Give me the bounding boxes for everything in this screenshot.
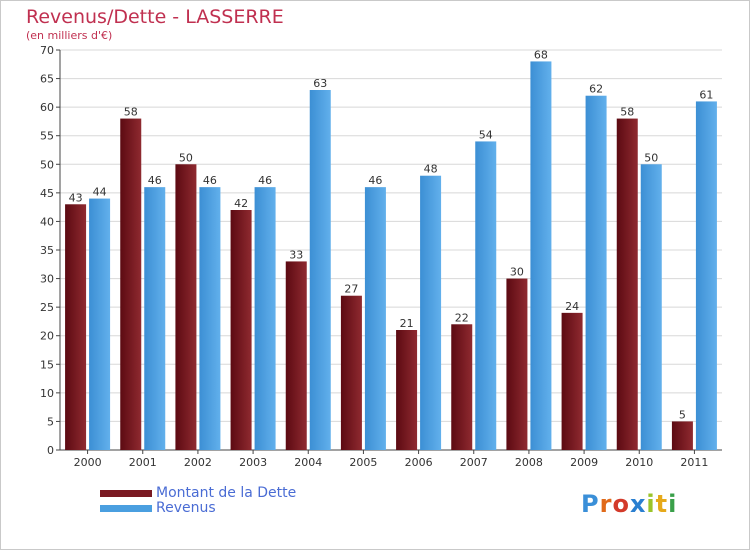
data-label: 50	[644, 151, 658, 164]
bar-revenus	[695, 101, 717, 450]
data-label: 5	[679, 408, 686, 421]
x-tick-label: 2011	[680, 456, 708, 469]
data-label: 68	[534, 48, 548, 61]
logo-letter: x	[629, 490, 647, 518]
chart-title: Revenus/Dette - LASSERRE	[26, 6, 284, 28]
y-tick-label: 5	[47, 415, 54, 428]
y-tick-label: 40	[40, 215, 54, 228]
bar-dette	[285, 261, 307, 450]
bar-revenus	[420, 175, 442, 450]
logo-letter: r	[599, 490, 613, 518]
bar-revenus	[364, 187, 386, 450]
y-tick-label: 45	[40, 187, 54, 200]
x-tick-label: 2002	[184, 456, 212, 469]
bar-dette	[340, 295, 362, 450]
legend-label-dette: Montant de la Dette	[156, 485, 297, 501]
bar-dette	[451, 324, 473, 450]
logo-letter: o	[612, 490, 630, 518]
y-tick-label: 70	[40, 44, 54, 57]
y-tick-label: 55	[40, 130, 54, 143]
x-tick-label: 2009	[570, 456, 598, 469]
data-label: 58	[620, 106, 634, 119]
bar-revenus	[144, 187, 166, 450]
bar-dette	[65, 204, 87, 450]
data-label: 27	[344, 283, 358, 296]
y-tick-label: 15	[40, 358, 54, 371]
data-label: 48	[424, 163, 438, 176]
data-label: 46	[258, 174, 272, 187]
x-tick-label: 2008	[515, 456, 543, 469]
x-tick-label: 2005	[349, 456, 377, 469]
y-tick-label: 0	[47, 444, 54, 457]
y-tick-label: 20	[40, 330, 54, 343]
data-label: 30	[510, 266, 524, 279]
x-tick-label: 2004	[294, 456, 322, 469]
chart-subtitle: (en milliers d'€)	[26, 29, 113, 42]
data-label: 54	[479, 128, 493, 141]
data-label: 43	[69, 191, 83, 204]
bar-dette	[230, 210, 252, 450]
data-label: 44	[93, 186, 107, 199]
y-tick-label: 50	[40, 158, 54, 171]
bar-revenus	[254, 187, 276, 450]
bar-revenus	[89, 198, 111, 450]
data-label: 33	[289, 248, 303, 261]
y-tick-label: 10	[40, 387, 54, 400]
bar-revenus	[585, 95, 607, 450]
data-label: 46	[148, 174, 162, 187]
logo-letter: t	[655, 490, 669, 518]
bar-dette	[561, 312, 583, 450]
data-label: 63	[313, 77, 327, 90]
logo-letter: P	[581, 490, 600, 518]
y-tick-label: 60	[40, 101, 54, 114]
data-label: 24	[565, 300, 579, 313]
x-tick-label: 2003	[239, 456, 267, 469]
bar-dette	[396, 330, 418, 450]
data-label: 62	[589, 83, 603, 96]
x-tick-label: 2001	[129, 456, 157, 469]
bar-revenus	[530, 61, 552, 451]
bar-revenus	[199, 187, 221, 450]
data-label: 22	[455, 311, 469, 324]
y-tick-label: 35	[40, 244, 54, 257]
data-label: 61	[699, 88, 713, 101]
y-tick-label: 25	[40, 301, 54, 314]
proxiti-logo: Proxiti	[581, 490, 677, 518]
logo-letter: i	[646, 490, 656, 518]
bar-dette	[175, 164, 197, 451]
legend-label-revenus: Revenus	[156, 500, 216, 516]
bar-dette	[616, 118, 638, 451]
bar-revenus	[475, 141, 497, 450]
bar-dette	[671, 421, 693, 450]
x-tick-label: 2006	[405, 456, 433, 469]
x-tick-label: 2007	[460, 456, 488, 469]
data-label: 42	[234, 197, 248, 210]
data-label: 21	[400, 317, 414, 330]
data-label: 46	[368, 174, 382, 187]
y-tick-label: 30	[40, 273, 54, 286]
bar-dette	[120, 118, 142, 451]
legend-swatch-revenus	[100, 505, 152, 512]
y-tick-label: 65	[40, 73, 54, 86]
data-label: 58	[124, 106, 138, 119]
bar-dette	[506, 278, 528, 450]
data-label: 46	[203, 174, 217, 187]
x-tick-label: 2000	[74, 456, 102, 469]
bar-revenus	[640, 164, 662, 451]
x-tick-label: 2010	[625, 456, 653, 469]
legend-swatch-dette	[100, 490, 152, 497]
bar-revenus	[309, 90, 331, 450]
logo-letter: i	[668, 490, 678, 518]
data-label: 50	[179, 151, 193, 164]
